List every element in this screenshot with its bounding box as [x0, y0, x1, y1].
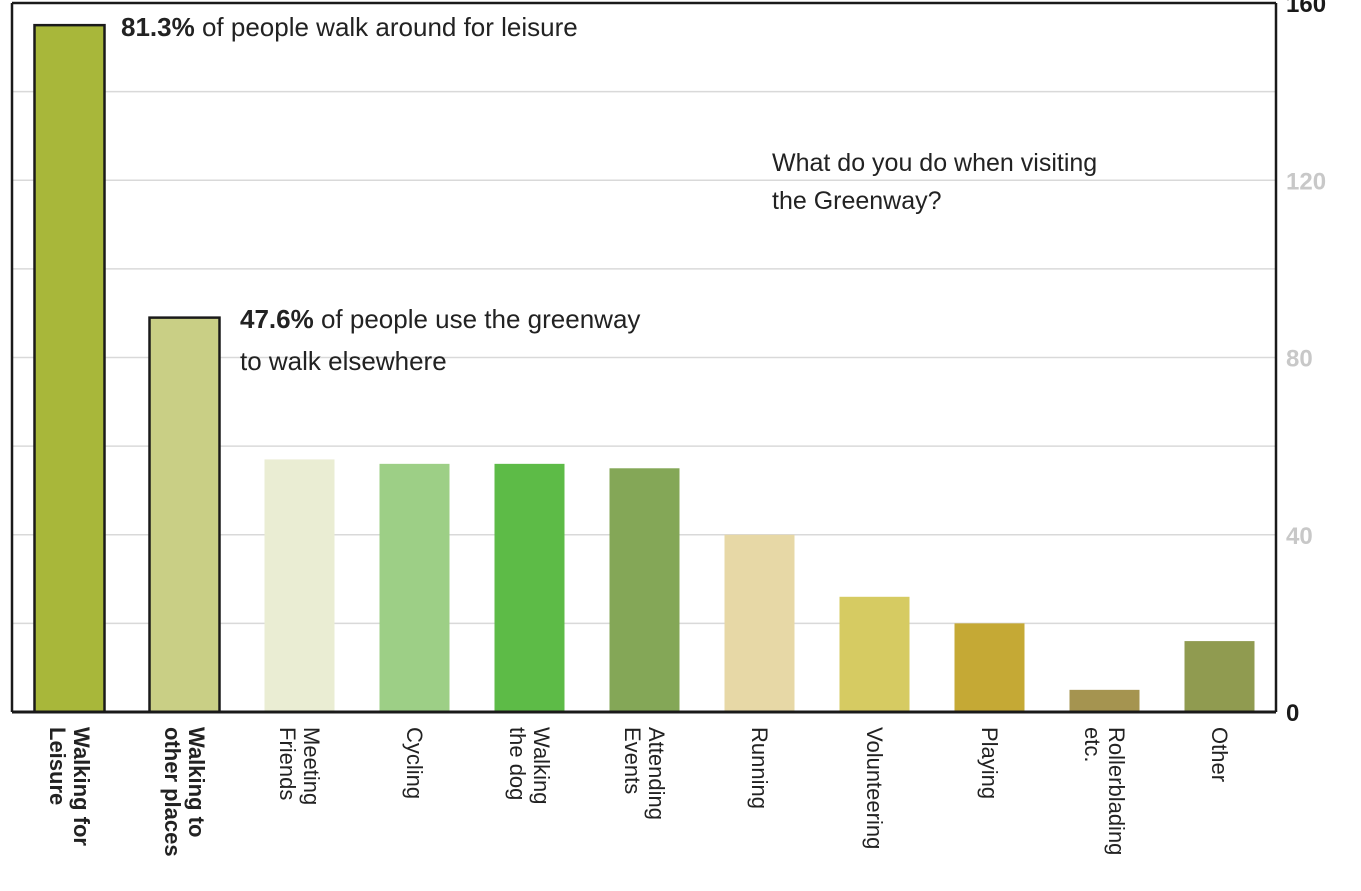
- category-label: Volunteering: [862, 727, 887, 849]
- category-label: Rollerblading: [1104, 727, 1129, 855]
- gridlines: [12, 2, 1276, 625]
- bar: [494, 463, 565, 712]
- category-label: etc.: [1080, 727, 1105, 762]
- category-label: Walking for: [69, 727, 94, 846]
- annotation-walk-elsewhere-line2: to walk elsewhere: [240, 346, 447, 376]
- bars: [33, 23, 1255, 714]
- y-tick-labels: 0 40 80 120 160: [1286, 0, 1326, 727]
- category-label: Playing: [977, 727, 1002, 799]
- category-label: the dog: [505, 727, 530, 800]
- bar: [33, 23, 106, 714]
- bar: [379, 463, 450, 712]
- annotation-leisure: 81.3% of people walk around for leisure: [121, 12, 578, 42]
- category-label: Leisure: [45, 727, 70, 805]
- category-label: Other: [1207, 727, 1232, 782]
- category-label: Events: [620, 727, 645, 794]
- category-label: Walking to: [184, 727, 209, 837]
- bar: [1184, 641, 1255, 712]
- bar: [264, 459, 335, 712]
- y-tick-label: 80: [1286, 346, 1313, 373]
- category-label: Running: [747, 727, 772, 809]
- category-label: Walking: [529, 727, 554, 804]
- bar: [148, 316, 221, 714]
- chart-title-line: What do you do when visiting: [772, 149, 1097, 177]
- category-label: Friends: [275, 727, 300, 800]
- bar: [839, 596, 910, 712]
- annotations: 81.3% of people walk around for leisure 4…: [121, 12, 640, 376]
- bar: [954, 623, 1025, 712]
- y-tick-label: 0: [1286, 700, 1299, 727]
- annotation-walk-elsewhere: 47.6% of people use the greenway: [240, 304, 640, 334]
- bar: [1069, 689, 1140, 712]
- y-tick-label: 40: [1286, 523, 1313, 550]
- bar: [609, 468, 680, 712]
- category-label: other places: [160, 727, 185, 857]
- chart-title-line: the Greenway?: [772, 187, 942, 215]
- axes: [10, 1, 1278, 714]
- y-tick-label: 120: [1286, 168, 1326, 195]
- y-tick-label: 160: [1286, 0, 1326, 18]
- bar: [724, 534, 795, 712]
- category-label: Cycling: [402, 727, 427, 799]
- category-label: Meeting: [299, 727, 324, 805]
- chart-title: What do you do when visiting the Greenway…: [772, 149, 1097, 215]
- category-label: Attending: [644, 727, 669, 820]
